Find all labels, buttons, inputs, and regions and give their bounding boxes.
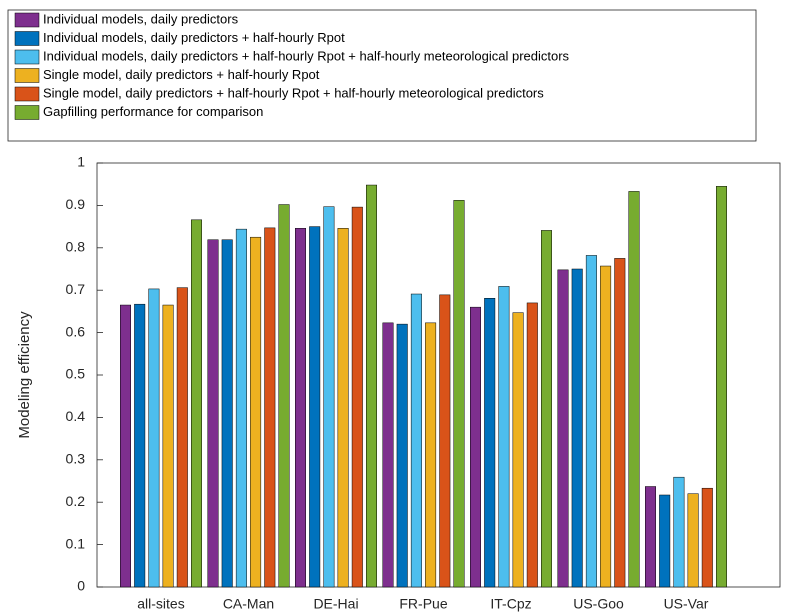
y-tick-label: 0.4	[66, 408, 86, 424]
bar	[162, 304, 174, 588]
bar	[351, 206, 363, 588]
x-tick-label: US-Goo	[573, 596, 624, 612]
legend-swatch	[14, 49, 40, 65]
y-axis-label: Modeling efficiency	[16, 311, 33, 439]
bar	[628, 191, 640, 588]
bar	[207, 239, 219, 588]
bar	[659, 494, 671, 588]
bar	[470, 306, 481, 588]
legend-label: Individual models, daily predictors + ha…	[43, 48, 570, 63]
bar	[453, 200, 465, 588]
bar	[309, 226, 321, 588]
legend-label: Individual models, daily predictors + ha…	[43, 30, 345, 45]
bar	[526, 302, 538, 588]
legend-swatch	[14, 105, 40, 120]
legend-swatch	[14, 68, 40, 83]
bar	[673, 476, 685, 588]
bar	[484, 298, 496, 588]
bar	[410, 293, 422, 588]
bar	[571, 268, 583, 588]
bar	[337, 228, 349, 588]
y-tick-label: 0.8	[66, 239, 86, 255]
legend-label: Individual models, daily predictors	[43, 11, 239, 26]
bar	[425, 322, 437, 588]
legend-swatch	[14, 86, 40, 102]
bar	[191, 219, 202, 588]
y-tick-label: 0.9	[66, 196, 86, 212]
bar	[264, 227, 276, 588]
bar	[645, 486, 656, 588]
bar	[366, 184, 377, 588]
bar	[498, 286, 510, 588]
x-tick-label: FR-Pue	[399, 596, 447, 612]
bar	[439, 294, 451, 588]
y-tick-label: 0.2	[66, 493, 86, 509]
legend-label: Gapfilling performance for comparison	[43, 104, 263, 119]
bar	[600, 265, 612, 588]
y-tick-label: 0	[77, 578, 85, 594]
bar	[541, 230, 552, 588]
x-tick-label: US-Var	[664, 596, 709, 612]
bar	[701, 487, 713, 588]
bar	[148, 288, 160, 588]
bar	[235, 228, 247, 588]
bar	[176, 287, 188, 588]
legend-swatch	[14, 12, 40, 28]
bar	[295, 228, 306, 588]
y-tick-label: 0.3	[66, 451, 86, 467]
bar	[512, 312, 524, 588]
legend-box	[7, 9, 757, 142]
bar	[382, 322, 394, 588]
x-tick-label: CA-Man	[223, 596, 274, 612]
x-tick-label: DE-Hai	[313, 596, 358, 612]
bar	[278, 204, 290, 588]
y-tick-label: 0.5	[66, 366, 86, 382]
bar	[396, 323, 408, 588]
bar	[221, 239, 233, 588]
legend-swatch	[14, 31, 40, 46]
bar	[614, 258, 626, 588]
y-tick-label: 0.6	[66, 323, 86, 339]
bar	[585, 255, 597, 588]
x-tick-label: IT-Cpz	[490, 596, 531, 612]
legend-label: Single model, daily predictors + half-ho…	[43, 85, 544, 100]
x-tick-label: all-sites	[137, 596, 184, 612]
bar	[716, 186, 727, 588]
bar	[120, 304, 131, 588]
legend: Individual models, daily predictors Indiv…	[14, 11, 570, 120]
y-tick-label: 1	[77, 154, 85, 170]
bar	[557, 269, 569, 588]
bar	[687, 493, 699, 588]
y-tick-label: 0.1	[66, 535, 86, 551]
legend-label: Single model, daily predictors + half-ho…	[43, 67, 320, 82]
bar	[134, 303, 146, 588]
bar	[323, 206, 335, 588]
y-tick-label: 0.7	[66, 281, 86, 297]
bar	[250, 236, 262, 588]
